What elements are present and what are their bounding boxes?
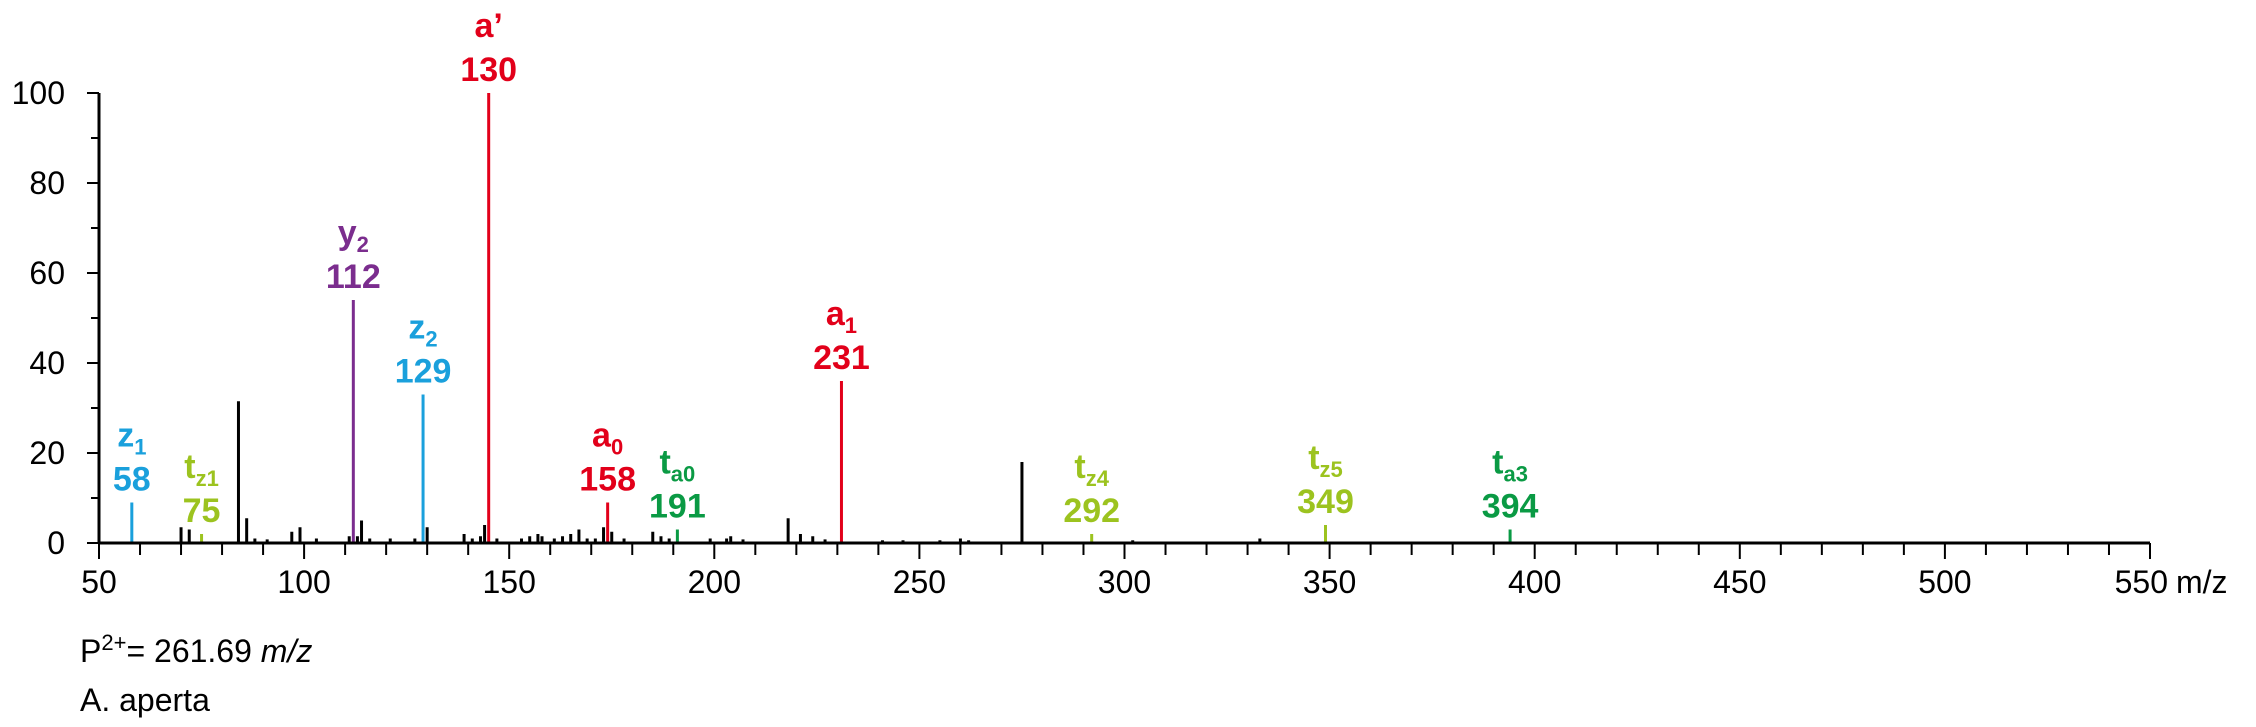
- species-label: A. aperta: [80, 682, 210, 718]
- y-tick-label: 60: [29, 255, 65, 291]
- peak-mz-label: 231: [813, 339, 870, 377]
- y-tick-label: 40: [29, 345, 65, 381]
- precursor-charge: 2+: [101, 630, 126, 655]
- peak-ion-label: a0: [592, 417, 623, 460]
- y-tick-label: 0: [47, 525, 65, 561]
- peak-marks: [130, 93, 1512, 543]
- peak-mz-label: 130: [460, 51, 517, 89]
- x-tick-label: 100: [277, 564, 330, 600]
- x-tick-label: 500: [1918, 564, 1971, 600]
- x-tick-label: 350: [1303, 564, 1356, 600]
- peak-mz-label: 292: [1063, 492, 1120, 530]
- peak-ion-label: y2: [338, 214, 369, 257]
- peak-ion-label: z2: [408, 309, 437, 352]
- y-tick-label: 100: [12, 75, 65, 111]
- x-tick-label: 450: [1713, 564, 1766, 600]
- x-tick-label: 550: [2115, 564, 2168, 600]
- x-axis-unit-label: m/z: [2176, 564, 2228, 600]
- precursor-label: P2+= 261.69 m/z: [80, 630, 312, 669]
- peak-ion-label: ta0: [659, 444, 695, 487]
- x-tick-label: 300: [1098, 564, 1151, 600]
- peak-mz-label: 158: [579, 461, 636, 499]
- precursor-space: [252, 633, 261, 669]
- x-tick-label: 250: [893, 564, 946, 600]
- peak-mz-label: 394: [1482, 488, 1539, 526]
- peak-ion-label: a’: [475, 7, 503, 45]
- precursor-value: = 261.69: [126, 633, 251, 669]
- peak-ion-label: tz4: [1074, 448, 1109, 491]
- x-tick-label: 50: [81, 564, 117, 600]
- y-tick-label: 80: [29, 165, 65, 201]
- x-tick-label: 400: [1508, 564, 1561, 600]
- peak-ion-label: a1: [826, 295, 857, 338]
- x-tick-label: 150: [483, 564, 536, 600]
- peak-mz-label: 129: [395, 353, 452, 391]
- axes: [97, 93, 2150, 545]
- precursor-unit: m/z: [261, 633, 313, 669]
- peak-ion-label: tz1: [184, 448, 219, 491]
- peak-ion-label: ta3: [1492, 444, 1528, 487]
- peak-mz-label: 58: [113, 461, 151, 499]
- peak-ion-label: tz5: [1308, 439, 1343, 482]
- peak-ion-label: z1: [117, 417, 146, 460]
- peak-mz-label: 112: [326, 258, 381, 296]
- axis-ticks: 50 100 150 200 250 300 350 400 450 500 550 0 20 40 60 8…: [12, 75, 2168, 600]
- peak-mz-label: 75: [183, 492, 221, 530]
- peak-mz-label: 349: [1297, 483, 1354, 521]
- peak-mz-label: 191: [649, 488, 706, 526]
- x-tick-label: 200: [688, 564, 741, 600]
- y-tick-label: 20: [29, 435, 65, 471]
- precursor-prefix: P: [80, 633, 101, 669]
